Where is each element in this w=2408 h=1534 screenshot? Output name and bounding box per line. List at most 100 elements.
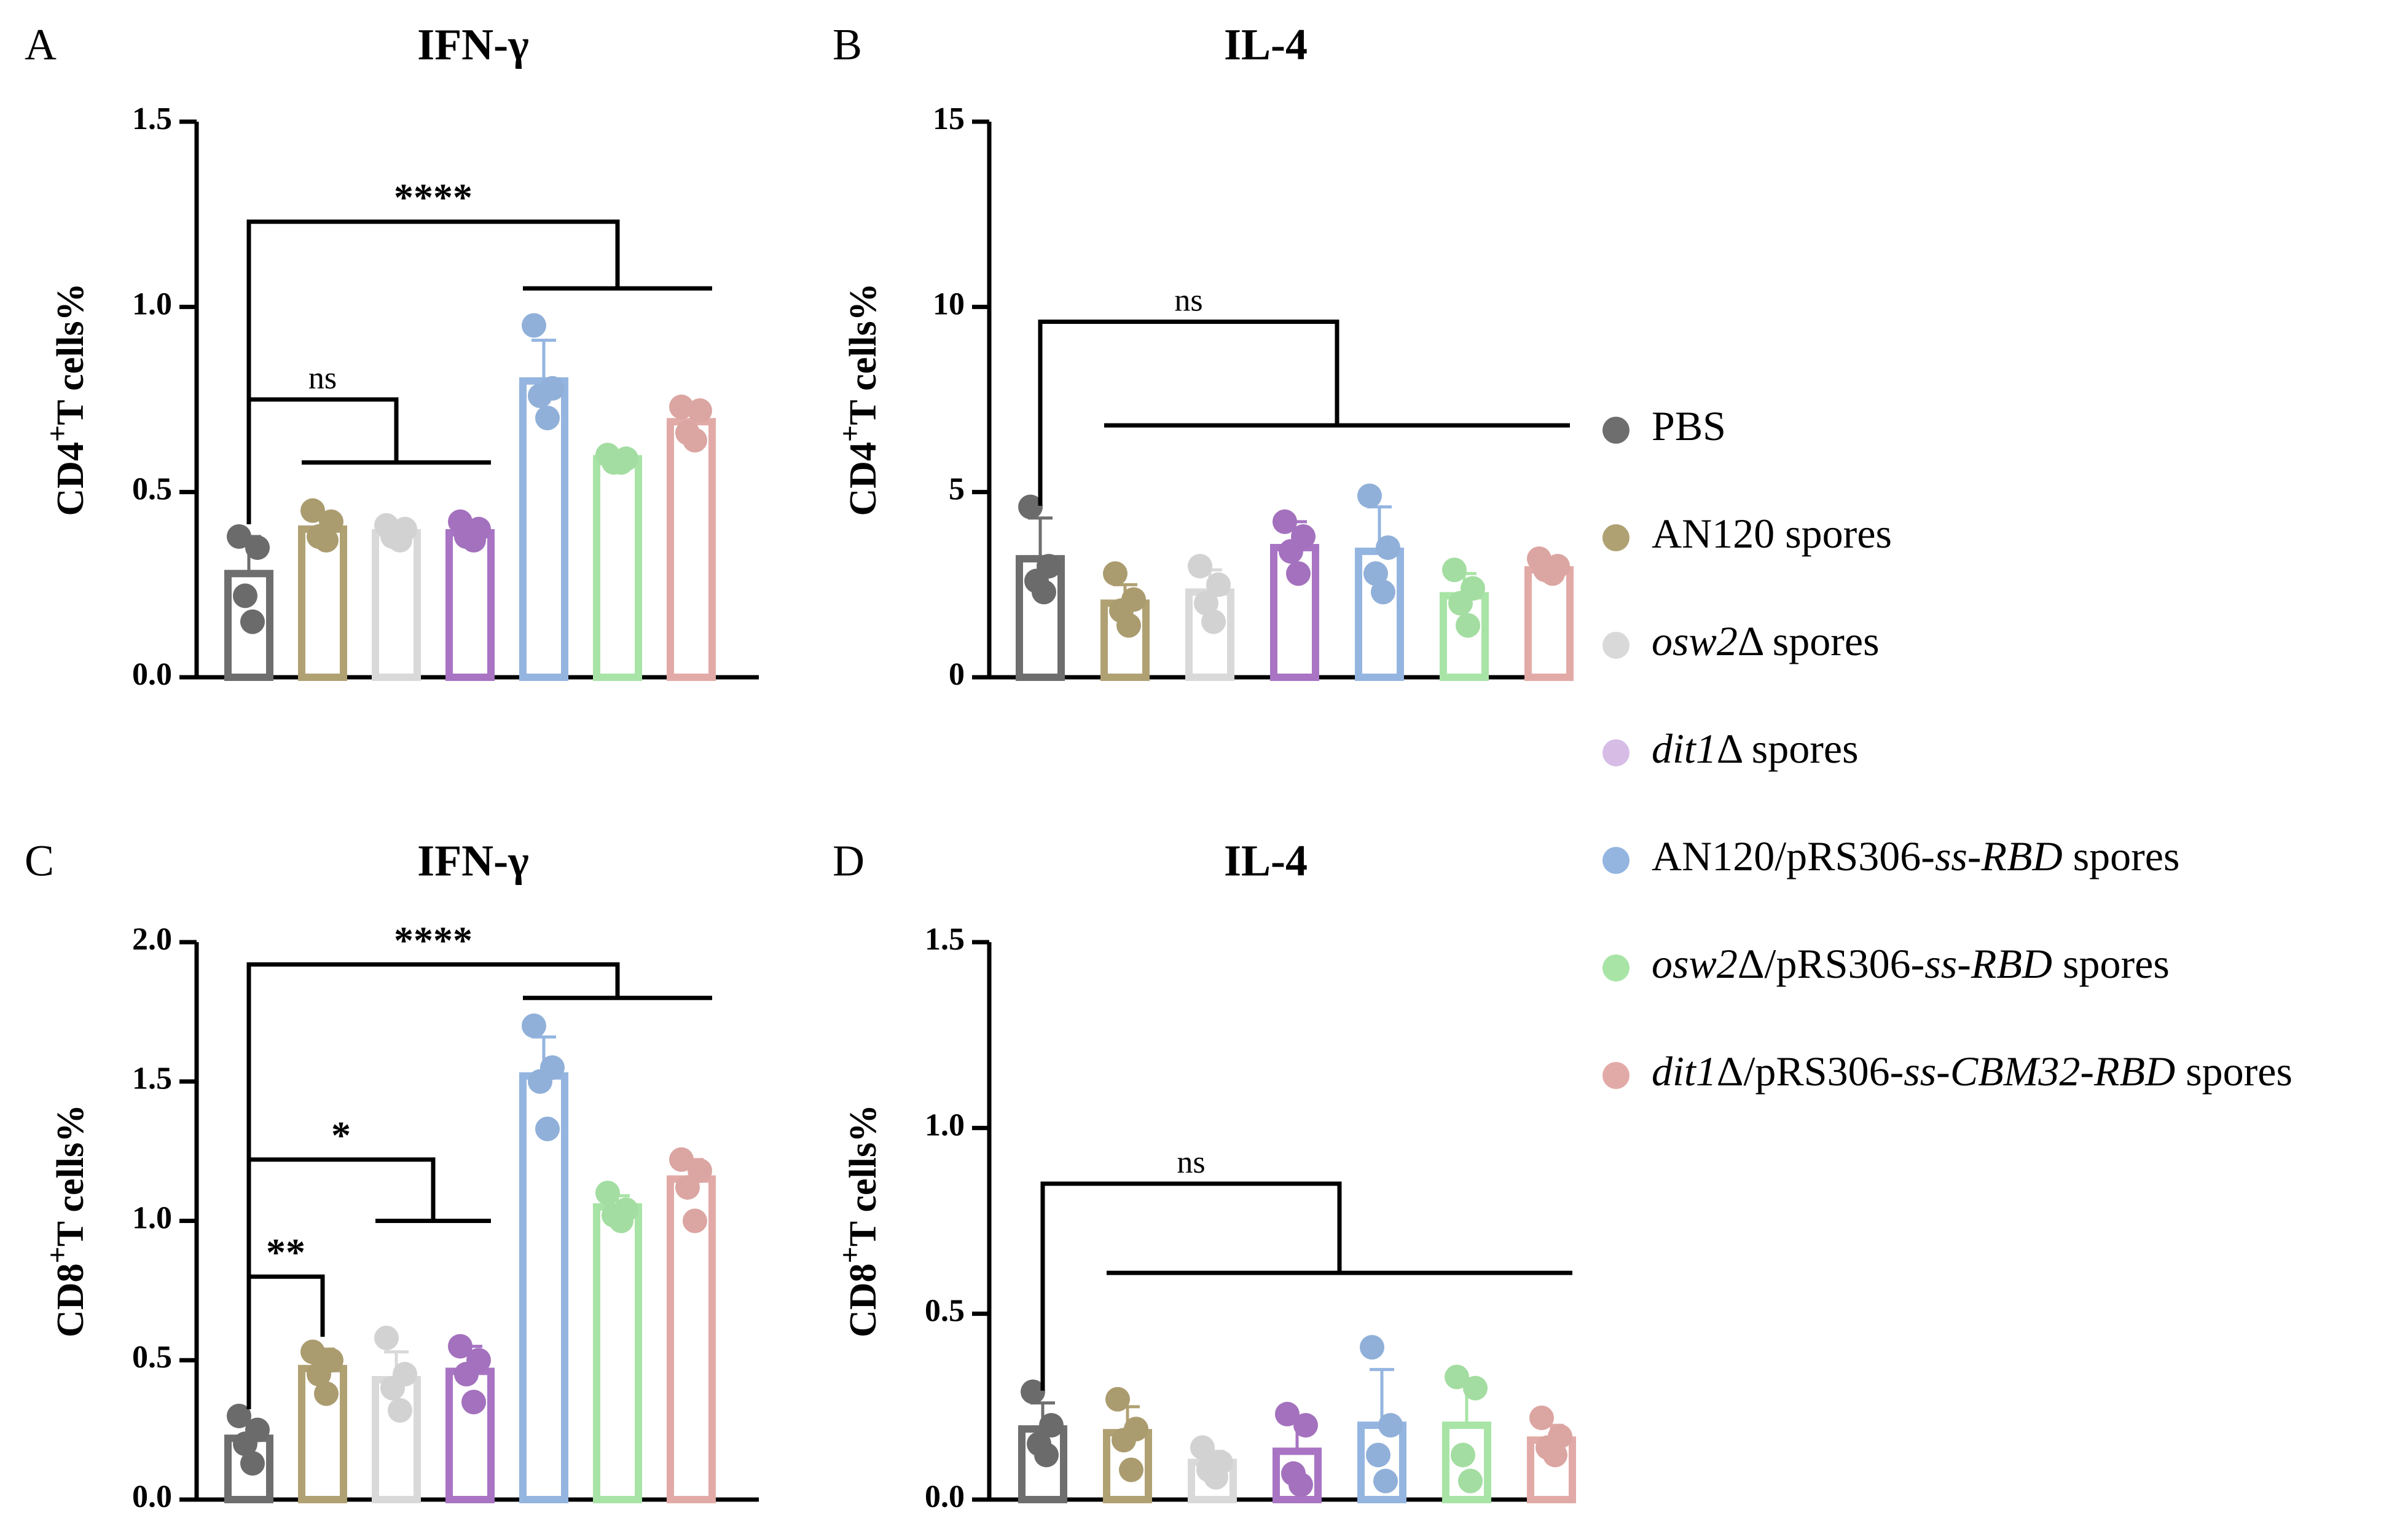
panel-B: B IL-4 0 5 10 15 CD4+T cells% ns [833, 20, 1574, 692]
data-point [1103, 561, 1128, 586]
legend-label: osw2Δ/pRS306-ss-RBD spores [1652, 940, 2170, 987]
panels: A IFN-γ 0.0 0.5 1.0 1.5 CD4+T cells% ns **** B IL-… [25, 20, 1576, 1514]
data-point [1363, 561, 1388, 586]
bar [372, 529, 421, 682]
legend-item: dit1Δ spores [1602, 725, 1859, 772]
y-tick-label: 0.0 [132, 657, 172, 692]
data-point [1373, 1468, 1398, 1493]
significance-label: **** [394, 176, 473, 219]
data-point [1204, 1465, 1228, 1490]
legend-item: osw2Δ spores [1602, 618, 1880, 664]
data-point [522, 313, 546, 338]
data-point [314, 1381, 339, 1406]
data-point [1105, 1386, 1130, 1412]
data-point [227, 1403, 251, 1428]
data-point [448, 1334, 473, 1359]
data-point [240, 1451, 265, 1476]
data-point [609, 1208, 633, 1233]
legend-label: dit1Δ spores [1652, 725, 1859, 772]
data-point [380, 1375, 405, 1401]
data-point [307, 1361, 331, 1386]
data-point [1286, 561, 1311, 586]
significance-label: **** [394, 918, 473, 962]
data-point [595, 1181, 620, 1206]
data-point [669, 1147, 694, 1172]
data-point [609, 450, 633, 475]
data-point [240, 609, 265, 634]
data-point [1116, 613, 1141, 638]
bar [1524, 566, 1574, 682]
legend-marker [1602, 739, 1630, 766]
legend-marker [1602, 417, 1630, 444]
data-point [1018, 494, 1043, 519]
data-point [1529, 1405, 1554, 1430]
data-point [528, 383, 552, 408]
data-point [1456, 613, 1480, 638]
legend-label: PBS [1652, 403, 1726, 449]
data-point [1445, 1364, 1469, 1390]
legend-item: PBS [1602, 403, 1726, 449]
data-point [461, 528, 486, 553]
y-axis-label: CD8+T cells% [41, 1104, 92, 1337]
data-point [1119, 1457, 1143, 1482]
data-point [1458, 1468, 1483, 1493]
significance-bracket [246, 962, 620, 1410]
y-tick-label: 1.0 [925, 1107, 965, 1143]
data-point [688, 398, 712, 423]
y-tick-label: 0.5 [925, 1294, 965, 1329]
data-point [461, 1390, 486, 1415]
data-point [1201, 609, 1226, 634]
panel-letter: D [833, 836, 865, 886]
data-point [1540, 561, 1565, 586]
y-tick-label: 0.0 [925, 1479, 965, 1514]
legend-item: AN120 spores [1602, 510, 1892, 557]
data-point [1371, 580, 1395, 605]
legend-marker [1602, 954, 1630, 981]
significance-bracket [1040, 1181, 1342, 1391]
legend-label: AN120/pRS306-ss-RBD spores [1652, 833, 2179, 879]
panel-D: D IL-4 0.0 0.5 1.0 1.5 CD8+T cells% ns [833, 836, 1576, 1514]
y-tick-label: 1.5 [925, 922, 965, 957]
data-point [1376, 535, 1400, 560]
panel-A: A IFN-γ 0.0 0.5 1.0 1.5 CD4+T cells% ns **** [25, 20, 759, 692]
y-axis-label: CD4+T cells% [41, 283, 92, 516]
significance-label: ns [1174, 283, 1202, 318]
data-point [535, 1116, 560, 1141]
data-point [1442, 557, 1467, 583]
y-tick-label: 1.5 [132, 1061, 172, 1096]
data-point [1448, 591, 1473, 616]
data-point [1451, 1442, 1475, 1468]
legend-item: osw2Δ/pRS306-ss-RBD spores [1602, 940, 2170, 987]
panel-letter: A [25, 20, 57, 69]
y-tick-label: 0 [949, 657, 965, 692]
data-point [1190, 1435, 1215, 1460]
legend-marker [1602, 847, 1630, 874]
chart-title: IL-4 [1224, 836, 1308, 886]
data-point [1112, 1428, 1136, 1453]
y-axis-label: CD4+T cells% [834, 283, 884, 516]
data-point [1378, 1413, 1403, 1438]
panel-letter: C [25, 836, 54, 886]
bar [667, 418, 716, 681]
y-axis-label: CD8+T cells% [834, 1104, 884, 1337]
legend-marker [1602, 1062, 1630, 1089]
data-point [388, 528, 412, 553]
data-point [1275, 1401, 1300, 1426]
significance-label: ** [266, 1230, 305, 1274]
data-point [1021, 1379, 1045, 1404]
y-tick-label: 0.5 [132, 1340, 172, 1375]
chart-title: IFN-γ [417, 20, 529, 69]
chart-title: IFN-γ [417, 836, 529, 886]
data-point [1034, 1442, 1059, 1468]
y-tick-label: 1.0 [132, 1200, 172, 1235]
significance-label: ns [1177, 1145, 1205, 1180]
data-point [1463, 1375, 1488, 1401]
significance-bracket [246, 219, 620, 524]
data-point [300, 498, 325, 523]
data-point [314, 528, 339, 553]
data-point [535, 406, 560, 431]
data-point [1293, 1413, 1318, 1438]
data-point [1206, 572, 1231, 597]
y-tick-label: 1.0 [132, 286, 172, 321]
